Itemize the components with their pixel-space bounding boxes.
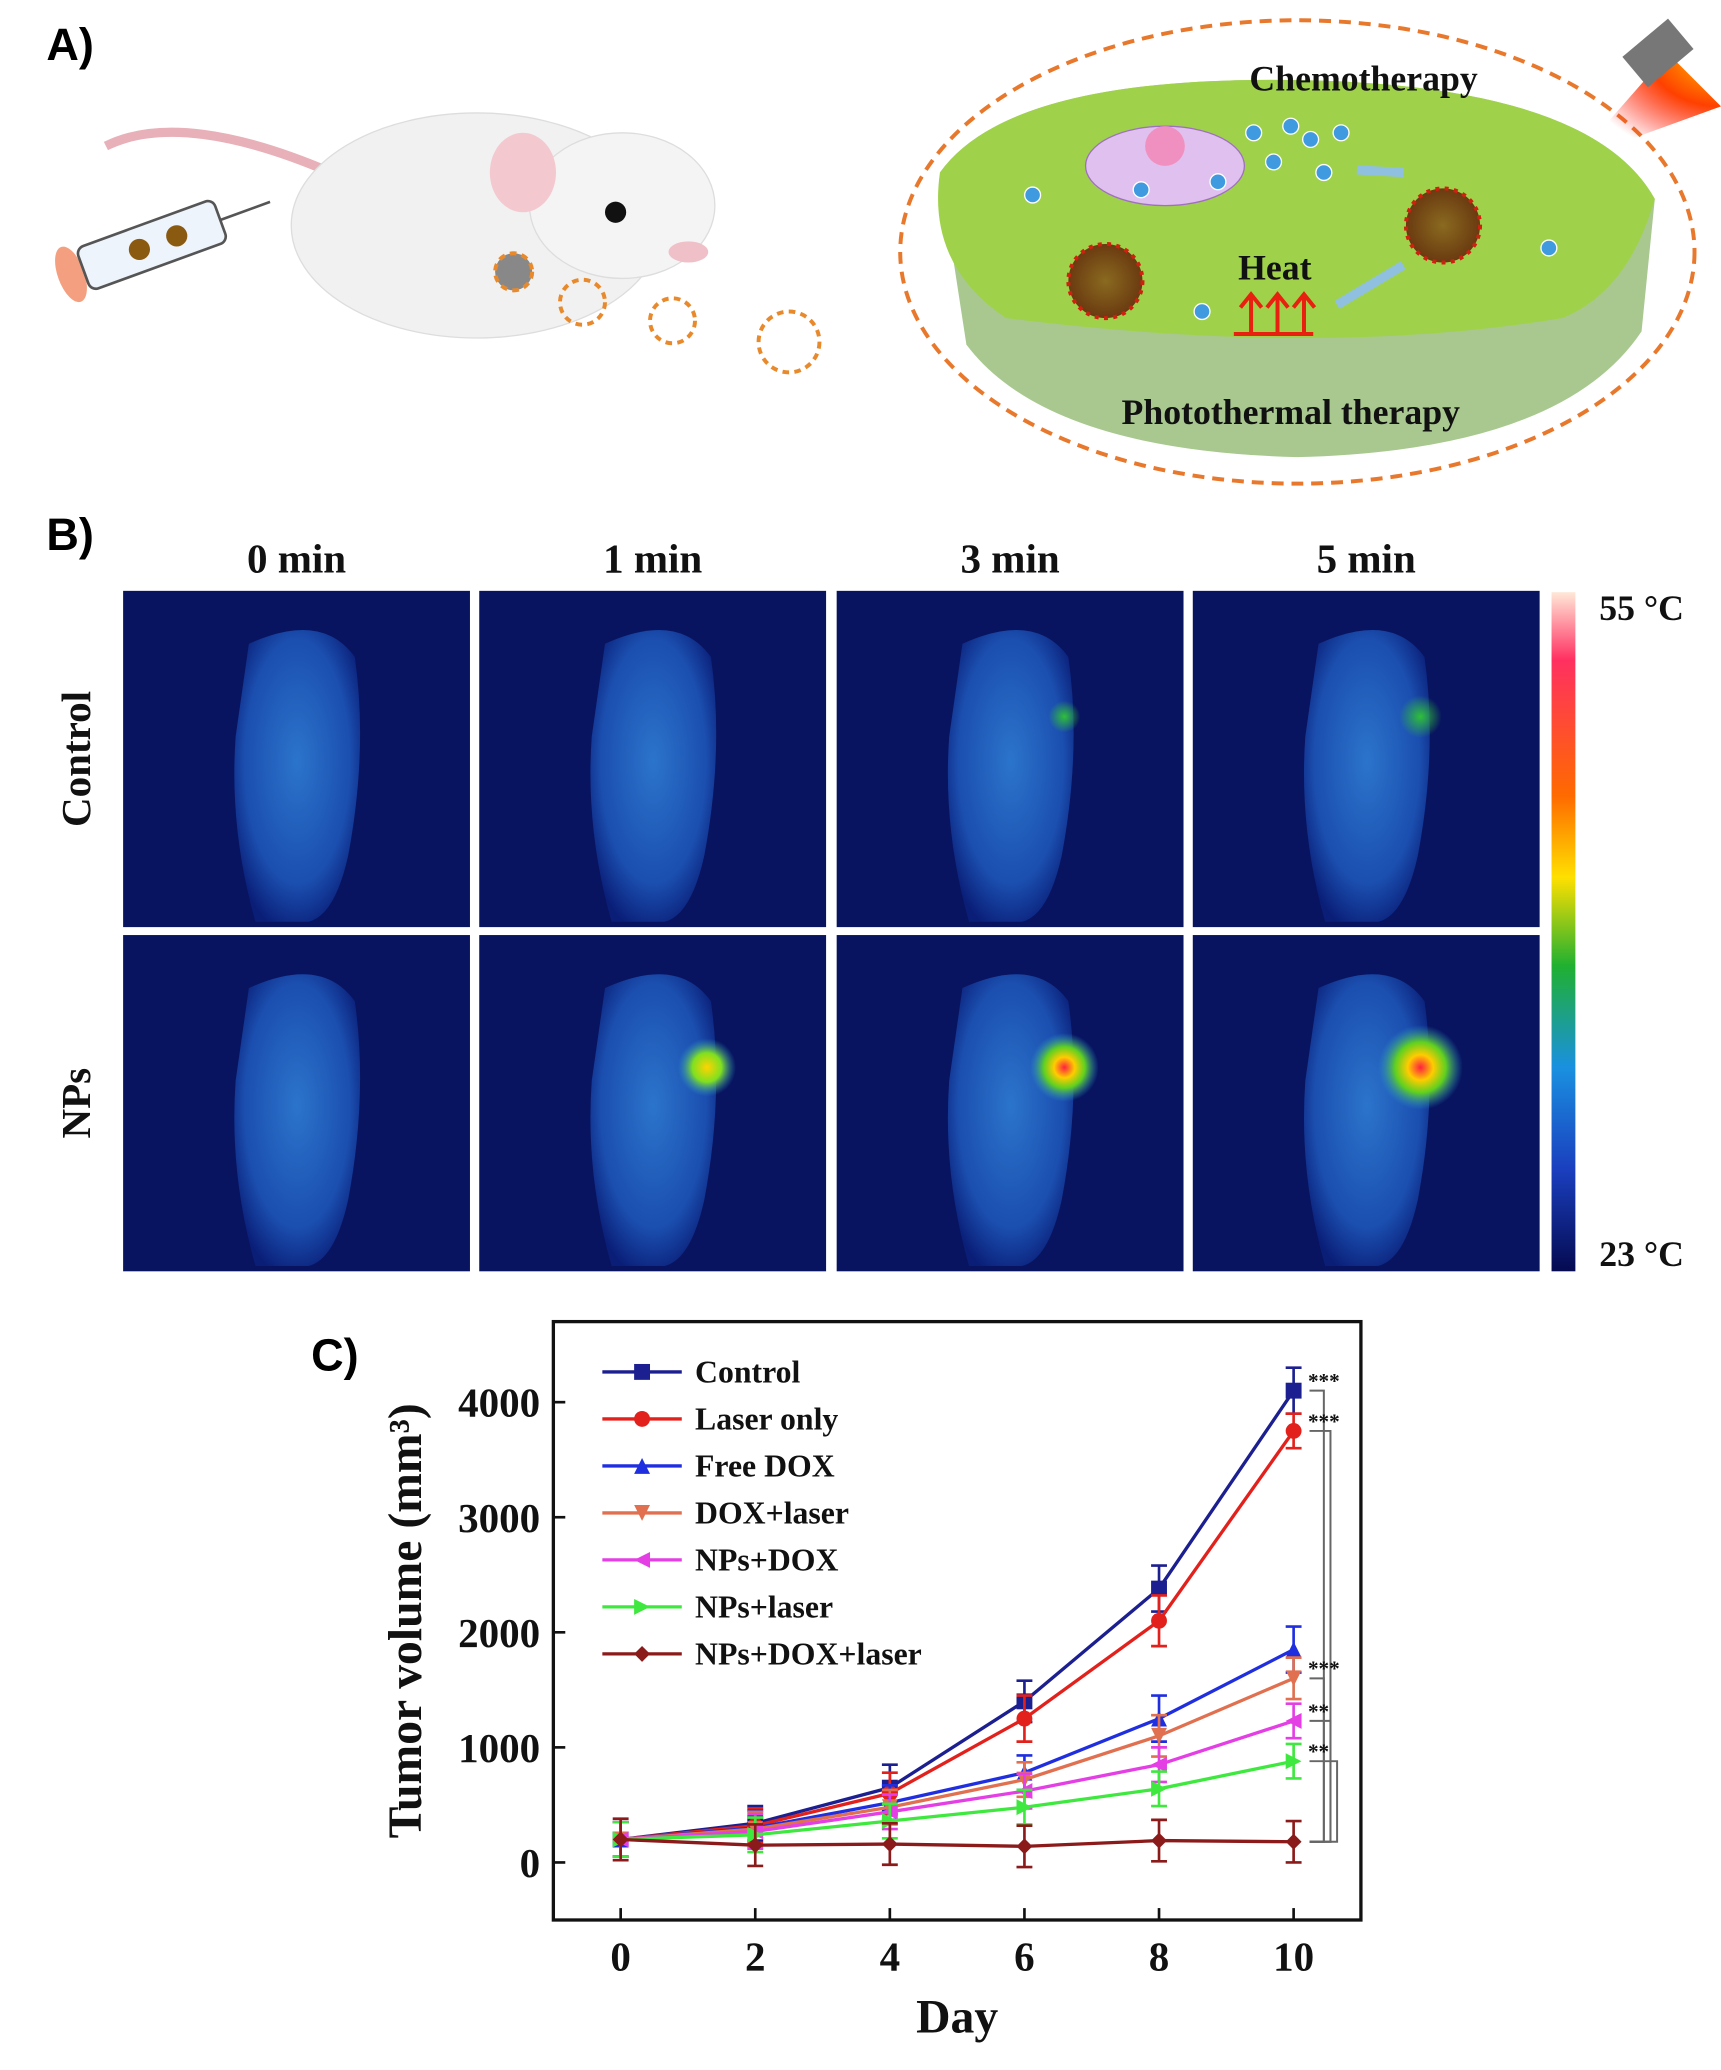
marker	[612, 1831, 629, 1848]
series-line	[620, 1837, 1294, 1849]
colorbar-min: 23 °C	[1599, 1234, 1684, 1274]
x-axis-title: Day	[916, 1992, 998, 2044]
hotspot	[677, 1038, 737, 1097]
legend-marker	[634, 1645, 651, 1662]
series-line	[620, 1719, 1295, 1842]
x-tick-label: 4	[880, 1933, 901, 1979]
series-line	[620, 1429, 1295, 1842]
marker	[881, 1813, 898, 1829]
mouse-silhouette	[590, 974, 717, 1267]
legend-label: NPs+DOX	[695, 1542, 838, 1577]
column-label: 0 min	[247, 535, 346, 581]
colorbar-max: 55 °C	[1599, 588, 1684, 628]
significance-label: **	[1308, 1740, 1329, 1764]
y-tick-label: 4000	[458, 1380, 540, 1426]
legend-label: Laser only	[695, 1402, 838, 1437]
significance-bracket	[1309, 1389, 1325, 1843]
marker	[1151, 1612, 1167, 1629]
x-tick-label: 8	[1149, 1933, 1170, 1979]
marker	[1151, 1580, 1167, 1597]
significance-label: ***	[1308, 1409, 1340, 1433]
legend-label: DOX+laser	[695, 1495, 849, 1530]
mouse-silhouette	[234, 630, 361, 922]
marker	[1285, 1422, 1302, 1439]
panel-label: A)	[46, 19, 93, 70]
marker	[1285, 1712, 1302, 1729]
marker	[1285, 1833, 1302, 1850]
marker	[1285, 1753, 1302, 1770]
chemotherapy-label: Chemotherapy	[1249, 58, 1477, 98]
marker	[881, 1836, 898, 1852]
legend-marker	[634, 1551, 651, 1568]
legend-marker	[634, 1457, 651, 1474]
marker	[1151, 1756, 1167, 1773]
y-tick-label: 2000	[458, 1610, 540, 1656]
y-tick-label: 3000	[458, 1495, 540, 1541]
legend-label: NPs+laser	[695, 1589, 833, 1624]
column-label: 3 min	[961, 535, 1060, 581]
mouse-silhouette	[1303, 630, 1430, 922]
marker	[1016, 1838, 1033, 1855]
thermal-grid	[123, 590, 1540, 1272]
hotspot	[1378, 1025, 1463, 1110]
mouse-silhouette	[947, 630, 1074, 922]
marker	[1285, 1641, 1302, 1658]
legend-marker	[634, 1598, 651, 1615]
plot-frame	[551, 1319, 1363, 1922]
mouse-silhouette	[234, 974, 361, 1267]
marker	[1016, 1799, 1033, 1816]
marker	[1016, 1710, 1033, 1727]
y-axis-title: Tumor volume (mm³)	[380, 1403, 432, 1838]
series-line	[620, 1389, 1295, 1842]
hotspot	[1029, 1033, 1099, 1102]
significance-label: ***	[1308, 1369, 1340, 1393]
legend-marker	[634, 1410, 651, 1427]
marker	[1151, 1780, 1167, 1797]
x-tick-label: 2	[745, 1933, 766, 1979]
significance-label: **	[1308, 1699, 1329, 1723]
column-label: 1 min	[603, 535, 702, 581]
legend-label: Control	[695, 1355, 800, 1390]
mouse-silhouette	[590, 630, 717, 922]
row-label: NPs	[53, 1068, 99, 1139]
hotspot	[1399, 695, 1442, 738]
heat-label: Heat	[1238, 248, 1312, 288]
significance-bracket	[1309, 1429, 1332, 1843]
marker	[1151, 1832, 1167, 1849]
panel-label: C)	[311, 1330, 358, 1381]
significance-bracket	[1309, 1760, 1339, 1843]
series-line	[620, 1759, 1294, 1842]
panel-label: B)	[46, 509, 93, 560]
mouse-silhouette	[947, 974, 1074, 1267]
legend-marker	[634, 1363, 651, 1380]
mouse-illustration	[55, 112, 822, 375]
x-tick-label: 0	[610, 1933, 631, 1979]
y-tick-label: 0	[520, 1840, 541, 1886]
y-tick-label: 1000	[458, 1725, 540, 1771]
mouse-silhouette	[1303, 974, 1430, 1267]
legend-label: NPs+DOX+laser	[695, 1636, 922, 1671]
marker	[1151, 1727, 1167, 1744]
marker	[747, 1837, 764, 1854]
marker	[1285, 1670, 1302, 1687]
therapy-illustration	[898, 18, 1721, 486]
x-tick-label: 6	[1014, 1933, 1035, 1979]
column-label: 5 min	[1317, 535, 1416, 581]
significance-label: ***	[1308, 1657, 1340, 1681]
marker	[1285, 1382, 1302, 1399]
x-tick-label: 10	[1273, 1933, 1314, 1979]
colorbar	[1551, 592, 1576, 1272]
chart: 0 1000 2000 3000 4000 0 2 4 6 8 10 Day Tumor volume …	[380, 1319, 1363, 2044]
row-label: Control	[53, 691, 99, 827]
hotspot	[1048, 700, 1081, 733]
photothermal-label: Photothermal therapy	[1122, 392, 1461, 432]
legend-marker	[634, 1504, 651, 1521]
series-line	[620, 1676, 1295, 1842]
legend-label: Free DOX	[695, 1449, 835, 1484]
